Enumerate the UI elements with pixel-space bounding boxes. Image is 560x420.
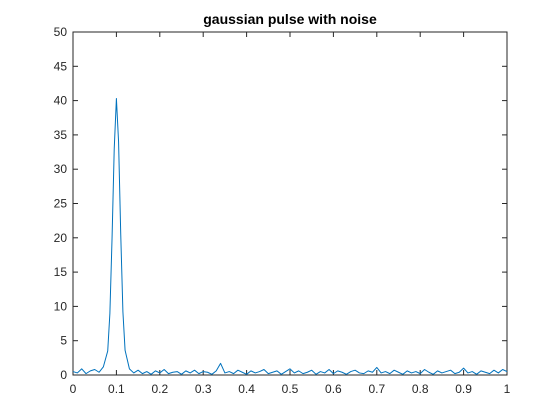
y-tick-label: 5 xyxy=(60,334,67,348)
y-tick-label: 45 xyxy=(54,59,68,73)
y-axis: 0 5 10 15 20 25 30 35 40 45 50 xyxy=(54,25,507,382)
series-line-0 xyxy=(72,98,508,375)
x-tick-label: 0.5 xyxy=(282,382,299,396)
plot-series xyxy=(72,98,508,375)
x-tick-label: 0.8 xyxy=(412,382,429,396)
x-axis: 0 0.1 0.2 0.3 0.4 0.5 0.6 0.7 0.8 0.9 1 xyxy=(70,32,511,396)
y-tick-label: 10 xyxy=(54,299,68,313)
y-tick-label: 30 xyxy=(54,162,68,176)
x-tick-label: 0.7 xyxy=(368,382,385,396)
x-tick-label: 0.4 xyxy=(238,382,255,396)
x-tick-label: 1 xyxy=(504,382,511,396)
y-tick-label: 20 xyxy=(54,231,68,245)
y-tick-label: 35 xyxy=(54,128,68,142)
x-tick-label: 0.1 xyxy=(108,382,125,396)
x-tick-label: 0.9 xyxy=(455,382,472,396)
chart-title: gaussian pulse with noise xyxy=(203,11,377,27)
y-tick-label: 0 xyxy=(60,368,67,382)
y-tick-label: 50 xyxy=(54,25,68,39)
y-tick-label: 40 xyxy=(54,94,68,108)
y-tick-label: 15 xyxy=(54,265,68,279)
axes-box xyxy=(72,31,508,376)
x-tick-label: 0.3 xyxy=(195,382,212,396)
x-tick-label: 0.2 xyxy=(151,382,168,396)
x-tick-label: 0 xyxy=(70,382,77,396)
y-tick-label: 25 xyxy=(54,197,68,211)
x-tick-label: 0.6 xyxy=(325,382,342,396)
